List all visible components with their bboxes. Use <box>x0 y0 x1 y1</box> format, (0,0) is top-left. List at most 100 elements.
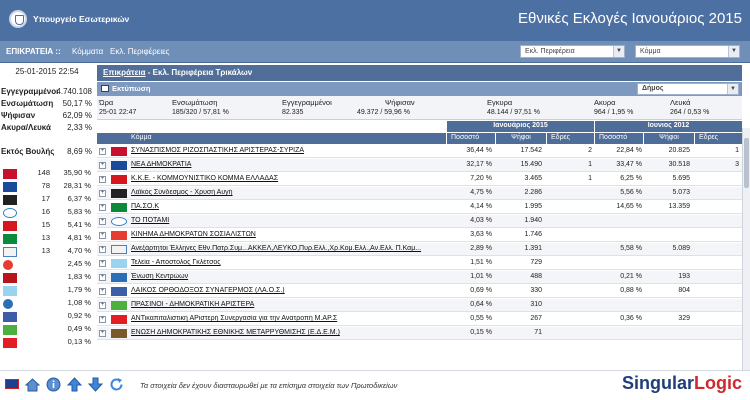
cell-pct: 1,51 % <box>470 259 492 266</box>
party-row[interactable]: 1,83 % <box>0 272 94 284</box>
party-row[interactable]: 0,92 % <box>0 311 94 323</box>
table-row[interactable]: + ΠΑ.ΣΟ.Κ 4,14 % 1.995 14,65 % 13.359 <box>97 201 742 214</box>
nav-parties-link[interactable]: Κόμματα <box>72 47 104 56</box>
expand-icon[interactable]: + <box>99 190 106 197</box>
party-name-link[interactable]: ΝΕΑ ΔΗΜΟΚΡΑΤΙΑ <box>131 161 192 168</box>
party-pct: 4,70 % <box>67 246 91 255</box>
party-name-link[interactable]: Τελεία - Απόστολος Γκλέτσος <box>131 259 221 266</box>
table-row[interactable]: + Λαϊκός Σύνδεσμος - Χρυσή Αυγή 4,75 % 2… <box>97 187 742 200</box>
party-seats: 16 <box>41 207 50 216</box>
nav-territory-link[interactable]: ΕΠΙΚΡΑΤΕΙΑ :: <box>6 47 61 56</box>
party-pct: 0,13 % <box>67 337 91 346</box>
home-icon[interactable] <box>24 377 41 392</box>
party-name-link[interactable]: ΛΑΪΚΟΣ ΟΡΘΟΔΟΞΟΣ ΣΥΝΑΓΕΡΜΟΣ (ΛΑ.Ο.Σ.) <box>131 287 285 294</box>
party-pct: 5,83 % <box>67 207 91 216</box>
party-row[interactable]: 2,45 % <box>0 259 94 271</box>
party-name-link[interactable]: ΑΝΤικαπιταλιστική ΑΡιστερή Συνεργασία γι… <box>131 315 338 322</box>
expand-icon[interactable]: + <box>99 260 106 267</box>
party-row[interactable]: 16 5,83 % <box>0 207 94 219</box>
table-scrollbar[interactable] <box>742 128 750 370</box>
party-name-link[interactable]: ΤΟ ΠΟΤΑΜΙ <box>131 217 170 224</box>
summary-value: 185/320 / 57,81 % <box>172 109 229 116</box>
table-row[interactable]: + Ένωση Κεντρώων 1,01 % 488 0,21 % 193 <box>97 271 742 284</box>
info-icon[interactable] <box>46 377 61 392</box>
party-name-link[interactable]: Ανεξάρτητοι Έλληνες Εθν.Πατρ.Συμ...ΑΚΚΕΛ… <box>131 245 422 252</box>
nav-regions-link[interactable]: Εκλ. Περιφέρειες <box>110 47 170 56</box>
table-row[interactable]: + ΝΕΑ ΔΗΜΟΚΡΑΤΙΑ 32,17 % 15.490 1 33,47 … <box>97 159 742 172</box>
cell-seats: 1 <box>588 161 592 168</box>
stat-value: 62,09 % <box>62 111 92 120</box>
table-row[interactable]: + ΕΝΩΣΗ ΔΗΜΟΚΡΑΤΙΚΗΣ ΕΘΝΙΚΗΣ ΜΕΤΑΡΡΥΘΜΙΣ… <box>97 327 742 340</box>
edem-logo-icon <box>111 329 127 338</box>
expand-icon[interactable]: + <box>99 204 106 211</box>
municipality-select[interactable]: Δήμος ▼ <box>637 83 739 95</box>
party-row[interactable]: 17 6,37 % <box>0 194 94 206</box>
party-row[interactable]: 0,13 % <box>0 337 94 349</box>
expand-icon[interactable]: + <box>99 274 106 281</box>
party-row[interactable]: 0,49 % <box>0 324 94 336</box>
summary-header: Ενσωμάτωση <box>172 98 218 107</box>
party-pct: 2,45 % <box>67 259 91 268</box>
expand-icon[interactable]: + <box>99 246 106 253</box>
expand-icon[interactable]: + <box>99 316 106 323</box>
print-link[interactable]: Εκτύπωση <box>112 84 151 93</box>
region-select[interactable]: Εκλ. Περιφέρεια ▼ <box>520 45 625 58</box>
printer-icon[interactable] <box>101 85 109 92</box>
scrollbar-thumb[interactable] <box>744 138 749 188</box>
party-name-link[interactable]: ΠΑ.ΣΟ.Κ <box>131 203 160 210</box>
expand-icon[interactable]: + <box>99 330 106 337</box>
party-row[interactable]: 1,79 % <box>0 285 94 297</box>
ek-logo-icon <box>3 273 17 283</box>
party-name-link[interactable]: Ένωση Κεντρώων <box>131 273 189 280</box>
party-name-link[interactable]: Κ.Κ.Ε. - ΚΟΜΜΟΥΝΙΣΤΙΚΟ ΚΟΜΜΑ ΕΛΛΑΔΑΣ <box>131 175 279 182</box>
party-name-link[interactable]: ΕΝΩΣΗ ΔΗΜΟΚΡΑΤΙΚΗΣ ΕΘΝΙΚΗΣ ΜΕΤΑΡΡΥΘΜΙΣΗΣ… <box>131 329 340 336</box>
table-row[interactable]: + ΑΝΤικαπιταλιστική ΑΡιστερή Συνεργασία … <box>97 313 742 326</box>
cell-votes: 267 <box>530 315 542 322</box>
table-row[interactable]: + Κ.Κ.Ε. - ΚΟΜΜΟΥΝΙΣΤΙΚΟ ΚΟΜΜΑ ΕΛΛΑΔΑΣ 7… <box>97 173 742 186</box>
expand-icon[interactable]: + <box>99 302 106 309</box>
table-row[interactable]: + Τελεία - Απόστολος Γκλέτσος 1,51 % 729 <box>97 257 742 270</box>
party-name-link[interactable]: ΚΙΝΗΜΑ ΔΗΜΟΚΡΑΤΩΝ ΣΟΣΙΑΛΙΣΤΩΝ <box>131 231 256 238</box>
table-row[interactable]: + ΛΑΪΚΟΣ ΟΡΘΟΔΟΞΟΣ ΣΥΝΑΓΕΡΜΟΣ (ΛΑ.Ο.Σ.) … <box>97 285 742 298</box>
party-seats: 148 <box>37 168 50 177</box>
refresh-icon[interactable] <box>109 377 124 392</box>
cell-pct-2012: 5,58 % <box>620 245 642 252</box>
party-row[interactable]: 148 35,90 % <box>0 168 94 180</box>
cell-pct-2012: 14,65 % <box>616 203 642 210</box>
kke-logo-icon <box>111 175 127 184</box>
summary-value: 82.335 <box>282 109 304 116</box>
stat-label: Ακυρα/Λευκά <box>1 123 51 132</box>
expand-icon[interactable]: + <box>99 232 106 239</box>
table-row[interactable]: + ΠΡΑΣΙΝΟΙ - ΔΗΜΟΚΡΑΤΙΚΗ ΑΡΙΣΤΕΡΑ 0,64 %… <box>97 299 742 312</box>
english-flag-icon[interactable] <box>5 379 19 389</box>
expand-icon[interactable]: + <box>99 288 106 295</box>
arrow-up-icon[interactable] <box>66 377 83 392</box>
expand-icon[interactable]: + <box>99 176 106 183</box>
party-row[interactable]: 1,08 % <box>0 298 94 310</box>
table-row[interactable]: + ΤΟ ΠΟΤΑΜΙ 4,03 % 1.940 <box>97 215 742 228</box>
breadcrumb-territory-link[interactable]: Επικράτεια <box>103 68 146 77</box>
party-row[interactable]: 13 4,70 % <box>0 246 94 258</box>
expand-icon[interactable]: + <box>99 162 106 169</box>
stat-label: Ενσωμάτωση <box>1 99 54 108</box>
party-name-link[interactable]: ΠΡΑΣΙΝΟΙ - ΔΗΜΟΚΡΑΤΙΚΗ ΑΡΙΣΤΕΡΑ <box>131 301 255 308</box>
party-row[interactable]: 15 5,41 % <box>0 220 94 232</box>
party-name-link[interactable]: ΣΥΝΑΣΠΙΣΜΟΣ ΡΙΖΟΣΠΑΣΤΙΚΗΣ ΑΡΙΣΤΕΡΑΣ-ΣΥΡΙ… <box>131 147 305 154</box>
party-name-link[interactable]: Λαϊκός Σύνδεσμος - Χρυσή Αυγή <box>131 189 233 196</box>
party-row[interactable]: 78 28,31 % <box>0 181 94 193</box>
table-row[interactable]: + ΣΥΝΑΣΠΙΣΜΟΣ ΡΙΖΟΣΠΑΣΤΙΚΗΣ ΑΡΙΣΤΕΡΑΣ-ΣΥ… <box>97 145 742 158</box>
party-select[interactable]: Κόμμα ▼ <box>635 45 740 58</box>
cell-seats: 2 <box>588 147 592 154</box>
cell-votes: 310 <box>530 301 542 308</box>
arrow-down-icon[interactable] <box>87 377 104 392</box>
cell-votes: 15.490 <box>520 161 542 168</box>
party-row[interactable]: 13 4,81 % <box>0 233 94 245</box>
table-row[interactable]: + Ανεξάρτητοι Έλληνες Εθν.Πατρ.Συμ...ΑΚΚ… <box>97 243 742 256</box>
expand-icon[interactable]: + <box>99 148 106 155</box>
cell-votes-2012: 20.825 <box>668 147 690 154</box>
cell-pct: 3,63 % <box>470 231 492 238</box>
anel-logo-icon <box>111 245 127 254</box>
col-header-party: Κόμμα <box>97 133 446 144</box>
expand-icon[interactable]: + <box>99 218 106 225</box>
table-row[interactable]: + ΚΙΝΗΜΑ ΔΗΜΟΚΡΑΤΩΝ ΣΟΣΙΑΛΙΣΤΩΝ 3,63 % 1… <box>97 229 742 242</box>
